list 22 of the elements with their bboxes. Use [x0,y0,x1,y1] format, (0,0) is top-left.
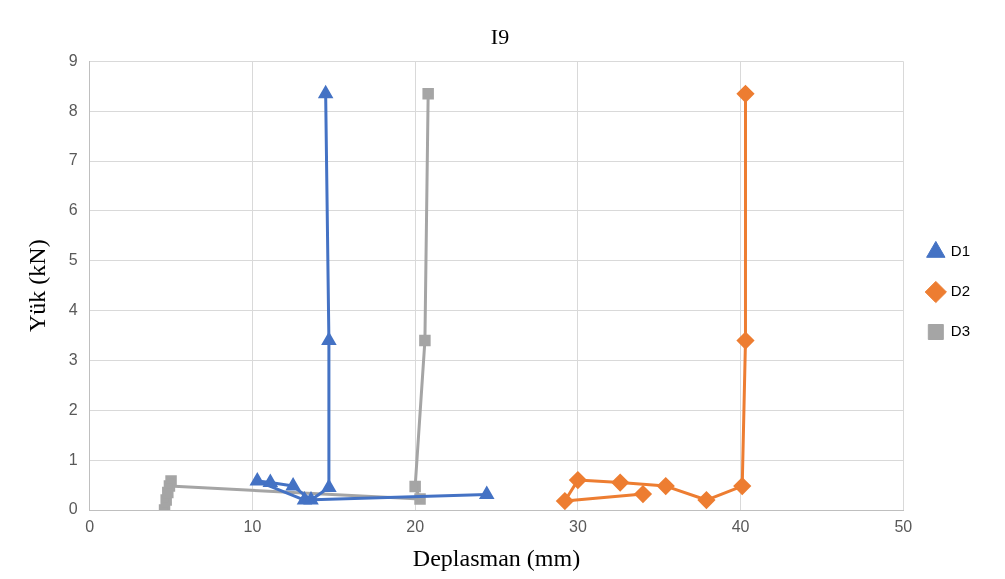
x-tick-label: 50 [894,518,913,536]
x-tick-label: 0 [85,518,95,536]
x-axis-title: Deplasman (mm) [412,544,581,571]
y-axis-title: Yük (kN) [23,239,50,333]
legend-label: D3 [950,322,971,340]
chart-title: I9 [490,23,510,49]
y-tick-label: 0 [68,500,78,518]
y-tick-label: 6 [68,201,78,219]
y-tick-label: 5 [68,251,78,269]
y-tick-label: 9 [68,51,78,69]
x-tick-label: 10 [243,518,262,536]
x-tick-label: 30 [568,518,587,536]
legend-label: D2 [950,282,971,300]
x-tick-label: 20 [406,518,425,536]
x-tick-label: 40 [731,518,750,536]
y-tick-label: 7 [68,151,78,169]
y-tick-label: 1 [68,450,78,468]
y-tick-label: 8 [68,101,78,119]
y-tick-label: 4 [68,301,78,319]
y-tick-label: 2 [68,400,78,418]
legend-label: D1 [950,242,971,260]
y-tick-label: 3 [68,350,78,368]
